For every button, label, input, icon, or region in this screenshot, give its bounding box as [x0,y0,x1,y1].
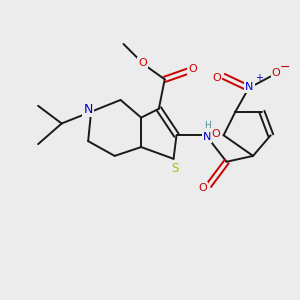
Text: O: O [272,68,280,78]
Text: O: O [213,73,221,83]
Text: −: − [280,61,291,74]
Text: N: N [83,103,93,116]
Text: O: O [188,64,197,74]
Text: N: N [202,132,211,142]
Text: O: O [198,183,207,193]
Text: H: H [204,122,211,130]
Text: N: N [245,82,254,92]
Text: S: S [171,162,179,175]
Text: O: O [212,129,220,139]
Text: +: + [255,73,263,83]
Text: O: O [138,58,147,68]
